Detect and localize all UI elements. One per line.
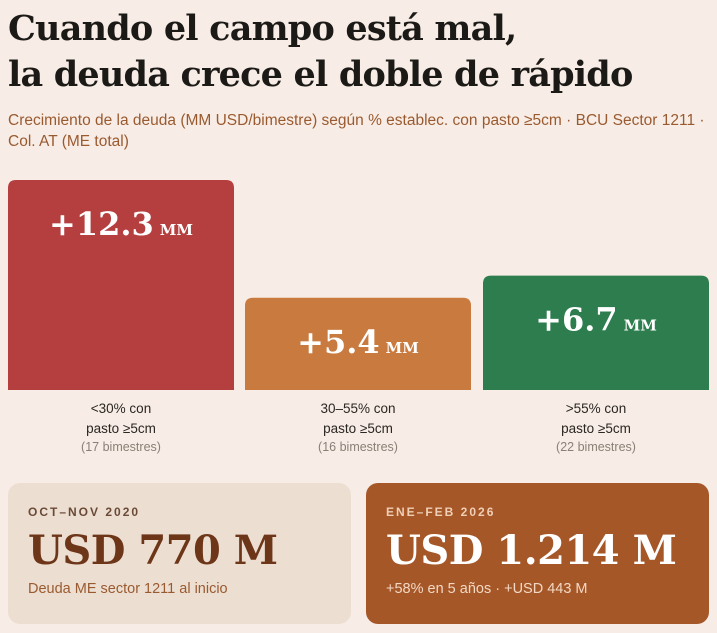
end-debt-card: ENE–FEB 2026 USD 1.214 M +58% en 5 años …: [366, 483, 709, 624]
debt-growth-bar-chart: +12.3 MM <30% con pasto ≥5cm (17 bimestres) +…: [8, 180, 709, 454]
bar-value-label-1: +12.3 MM: [49, 205, 193, 243]
category-label-3-line-1: >55% con: [566, 401, 626, 416]
title-line-1: Cuando el campo está mal,: [8, 8, 517, 49]
page-title: Cuando el campo está mal, la deuda crece…: [8, 6, 708, 98]
category-label-3-line-2: pasto ≥5cm: [561, 421, 631, 436]
bar-value-label-2: +5.4 MM: [297, 323, 419, 361]
end-period-label: ENE–FEB 2026: [386, 505, 496, 519]
category-count-1: (17 bimestres): [81, 440, 161, 454]
category-label-1-line-1: <30% con: [91, 401, 151, 416]
start-debt-note: Deuda ME sector 1211 al inicio: [28, 581, 228, 597]
chart-subtitle: Crecimiento de la deuda (MM USD/bimestre…: [8, 112, 705, 150]
start-debt-value: USD 770 M: [28, 527, 278, 574]
bar-value-label-3: +6.7 MM: [535, 301, 657, 339]
bar-1: [8, 180, 234, 390]
start-period-label: OCT–NOV 2020: [28, 505, 141, 519]
category-label-2-line-2: pasto ≥5cm: [323, 421, 393, 436]
start-debt-card: OCT–NOV 2020 USD 770 M Deuda ME sector 1…: [8, 483, 351, 624]
category-count-3: (22 bimestres): [556, 440, 636, 454]
end-debt-note: +58% en 5 años · +USD 443 M: [386, 581, 588, 597]
bar-3: [483, 275, 709, 390]
category-count-2: (16 bimestres): [318, 440, 398, 454]
category-label-1-line-2: pasto ≥5cm: [86, 421, 156, 436]
bar-2: [245, 297, 471, 390]
title-line-2: la deuda crece el doble de rápido: [8, 54, 633, 95]
category-label-2-line-1: 30–55% con: [320, 401, 395, 416]
end-debt-value: USD 1.214 M: [386, 527, 677, 574]
